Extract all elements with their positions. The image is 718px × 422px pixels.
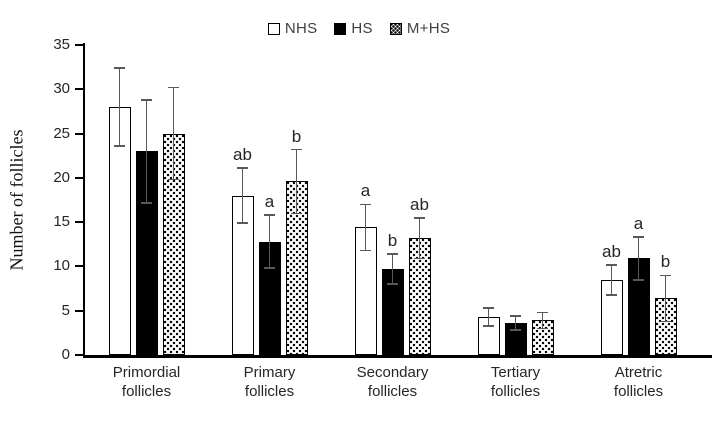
y-tick-label: 5 [61,301,70,319]
error-bar-cap [264,267,275,270]
legend-swatch-black-icon [334,22,347,35]
x-axis-line [82,355,712,358]
significance-letter: a [633,214,644,234]
y-tick [75,44,83,46]
legend-swatch-dotted-icon [389,22,402,35]
error-bar-cap [291,148,302,151]
error-bar [295,149,298,214]
legend-item-m-hs: M+HS [389,20,451,37]
y-tick-label: 30 [53,80,70,98]
y-tick-label: 0 [61,346,70,363]
y-tick-label: 25 [53,124,70,142]
legend-label: NHS [284,20,318,37]
error-bar-cap [360,249,371,252]
error-bar [487,308,490,326]
error-bar-cap [141,201,152,204]
y-tick-label: 20 [53,168,70,186]
y-tick [75,221,83,224]
bar-m-hs [408,238,431,355]
legend: NHS HS M+HS [0,20,718,37]
significance-letter: a [360,181,371,201]
y-tick [75,309,83,312]
error-bar [514,316,517,331]
error-bar-cap [537,327,548,330]
x-category-label: Tertiary follicles [490,364,541,400]
error-bar [637,237,640,280]
error-bar-cap [537,311,548,314]
error-bar-cap [660,274,671,277]
legend-item-hs: HS [334,20,373,37]
significance-letter: ab [602,241,621,261]
error-bar-cap [168,86,179,89]
error-bar-cap [387,283,398,285]
error-bar-cap [660,320,671,323]
error-bar-cap [414,257,425,260]
significance-letter: b [291,126,302,146]
error-bar [541,312,544,329]
error-bar-cap [168,178,179,181]
legend-item-nhs: NHS [267,20,318,37]
x-category-label: Atretric follicles [613,364,664,400]
error-bar [268,215,271,269]
significance-letter: b [387,231,398,251]
significance-letter: ab [410,194,429,214]
significance-letter: a [264,192,275,212]
error-bar-cap [387,253,398,255]
y-tick [75,354,83,356]
error-bar-cap [510,315,521,317]
bar-m-hs [654,298,677,355]
error-bar-cap [633,278,644,281]
error-bar-cap [237,167,248,169]
error-bar-cap [510,329,521,332]
error-bar-cap [633,236,644,239]
error-bar [118,68,121,146]
y-tick [75,88,83,91]
error-bar [610,264,613,295]
y-tick-label: 10 [53,257,70,275]
error-bar [364,204,367,251]
error-bar-cap [483,325,494,327]
error-bar-cap [606,263,617,266]
error-bar [664,275,667,322]
y-tick [75,265,83,268]
y-tick [75,176,83,179]
y-axis-line [82,43,85,357]
error-bar-cap [360,203,371,206]
x-category-label: Primary follicles [243,364,296,400]
error-bar [418,217,421,259]
bar-m-hs [285,181,308,355]
error-bar-cap [114,145,125,147]
y-tick [75,132,83,135]
legend-label: M+HS [406,20,451,37]
error-bar-cap [237,222,248,224]
error-bar-cap [264,214,275,216]
y-tick-label: 15 [53,213,70,231]
legend-label: HS [351,20,373,37]
error-bar [145,99,148,203]
significance-letter: b [660,252,671,272]
error-bar-cap [291,212,302,215]
error-bar-cap [483,307,494,309]
error-bar-cap [141,99,152,101]
x-category-label: Secondary follicles [356,364,429,400]
legend-swatch-white-icon [267,22,280,35]
error-bar [241,168,244,224]
x-category-label: Primordial follicles [112,364,181,400]
error-bar-cap [606,294,617,296]
y-tick-label: 35 [53,36,70,53]
error-bar-cap [414,216,425,219]
error-bar [391,254,394,285]
significance-letter: ab [233,145,252,165]
bar-m-hs [531,320,554,355]
error-bar-cap [114,67,125,69]
error-bar [172,87,175,180]
